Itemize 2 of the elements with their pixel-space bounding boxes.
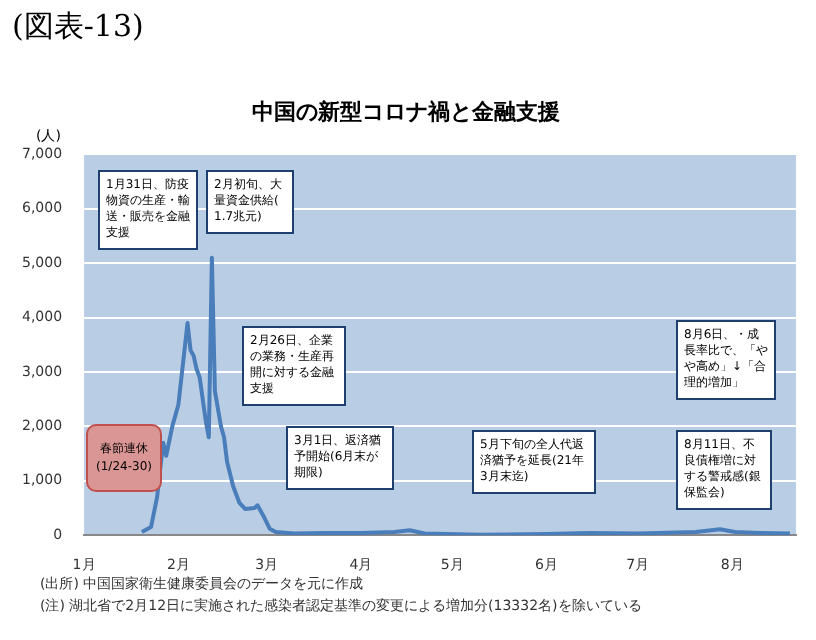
text: (図表-13) (12, 8, 146, 46)
chart-title: 中国の新型コロナ禍と金融支援 (252, 98, 560, 125)
